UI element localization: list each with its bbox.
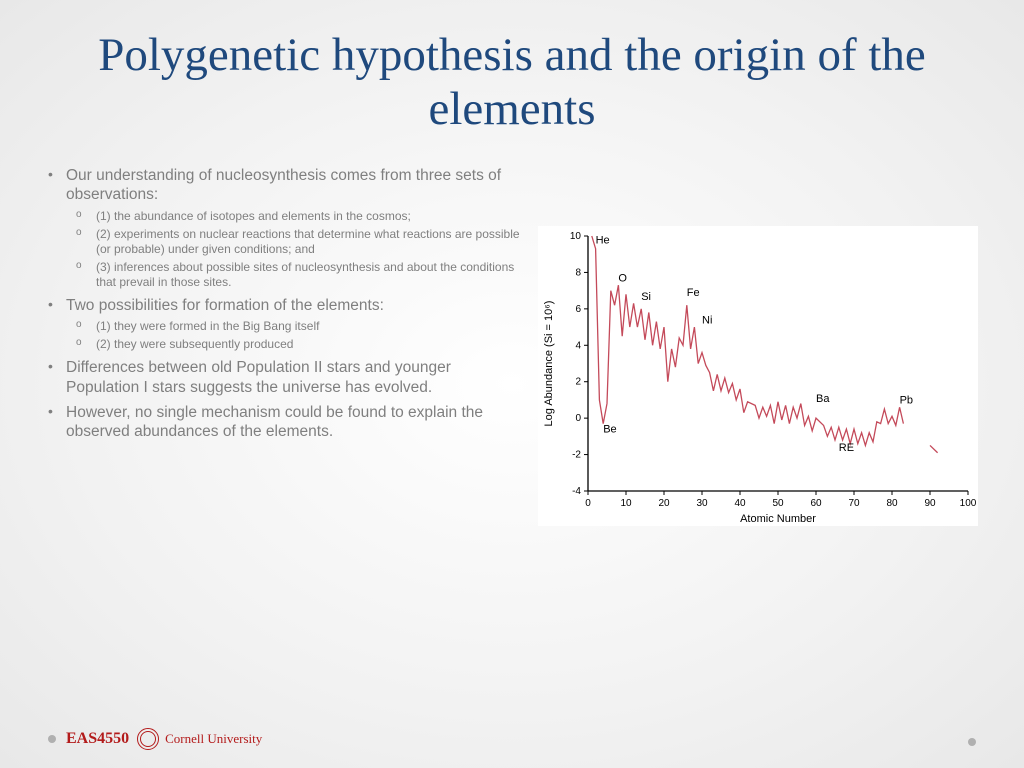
content-row: Our understanding of nucleosynthesis com…	[0, 166, 1024, 526]
svg-text:Log Abundance (Si = 10⁶): Log Abundance (Si = 10⁶)	[543, 301, 555, 427]
sub-bullet-item: (2) they were subsequently produced	[66, 337, 528, 352]
bullet-item: However, no single mechanism could be fo…	[48, 403, 528, 442]
svg-text:-2: -2	[572, 450, 581, 461]
svg-text:30: 30	[696, 498, 708, 509]
bullet-item: Differences between old Population II st…	[48, 358, 528, 397]
svg-text:10: 10	[570, 231, 582, 242]
svg-text:50: 50	[772, 498, 784, 509]
sub-bullet-item: (1) they were formed in the Big Bang its…	[66, 319, 528, 334]
abundance-chart: 0 10 20 30 40 50 60 70 80 90 100 -4 -2 0 2 4 6 8 10 Atomic …	[538, 226, 978, 526]
svg-text:70: 70	[848, 498, 860, 509]
svg-text:RE: RE	[839, 442, 854, 454]
svg-text:Ba: Ba	[816, 393, 830, 405]
slide-dot-left-icon	[48, 735, 56, 743]
svg-text:Fe: Fe	[687, 287, 700, 299]
footer: EAS4550 Cornell University	[48, 728, 262, 750]
bullet-item: Two possibilities for formation of the e…	[48, 296, 528, 352]
svg-text:Ni: Ni	[702, 315, 712, 327]
svg-text:He: He	[596, 234, 610, 246]
svg-text:40: 40	[734, 498, 746, 509]
svg-text:Pb: Pb	[900, 395, 913, 407]
course-code: EAS4550	[66, 730, 129, 748]
sub-bullet-item: (1) the abundance of isotopes and elemen…	[66, 209, 528, 224]
text-column: Our understanding of nucleosynthesis com…	[48, 166, 528, 526]
svg-text:90: 90	[924, 498, 936, 509]
svg-text:O: O	[618, 273, 627, 285]
svg-text:Si: Si	[641, 291, 651, 303]
svg-text:-4: -4	[572, 486, 581, 497]
svg-text:8: 8	[575, 268, 581, 279]
svg-text:Atomic Number: Atomic Number	[740, 513, 816, 525]
bullet-item: Our understanding of nucleosynthesis com…	[48, 166, 528, 290]
svg-text:0: 0	[575, 413, 581, 424]
svg-text:4: 4	[575, 340, 581, 351]
svg-text:80: 80	[886, 498, 898, 509]
university-seal-icon	[137, 728, 159, 750]
svg-text:100: 100	[960, 498, 977, 509]
svg-text:6: 6	[575, 304, 581, 315]
svg-text:20: 20	[658, 498, 670, 509]
sub-bullet-item: (2) experiments on nuclear reactions tha…	[66, 227, 528, 257]
university-name: Cornell University	[165, 731, 262, 747]
svg-text:10: 10	[620, 498, 632, 509]
sub-bullet-item: (3) inferences about possible sites of n…	[66, 260, 528, 290]
svg-text:60: 60	[810, 498, 822, 509]
svg-text:0: 0	[585, 498, 591, 509]
svg-text:Be: Be	[603, 424, 616, 436]
chart-column: 0 10 20 30 40 50 60 70 80 90 100 -4 -2 0 2 4 6 8 10 Atomic …	[528, 166, 994, 526]
svg-text:2: 2	[575, 377, 581, 388]
slide-dot-right-icon	[968, 738, 976, 746]
slide-title: Polygenetic hypothesis and the origin of…	[0, 0, 1024, 136]
